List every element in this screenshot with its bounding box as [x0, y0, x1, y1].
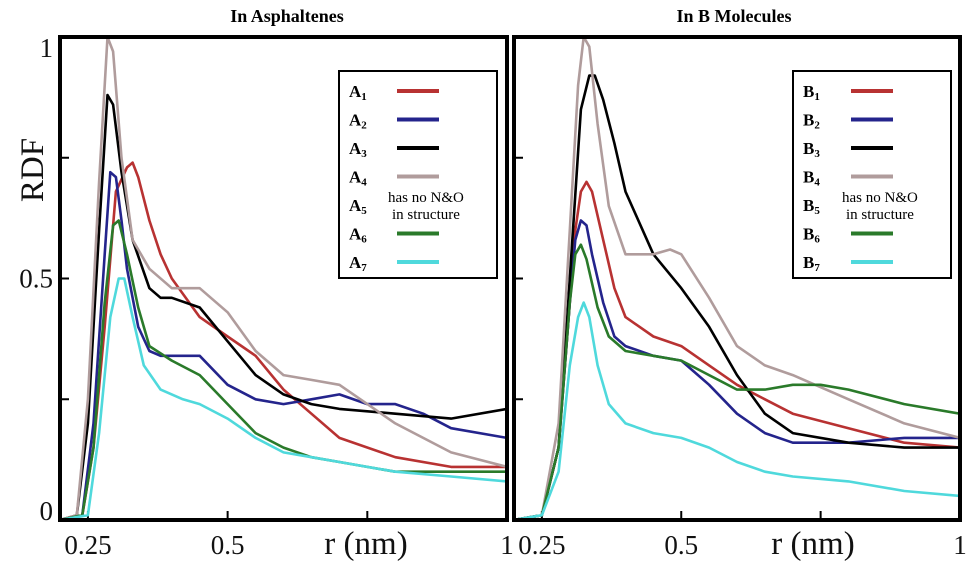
series-line-b4 — [514, 37, 960, 520]
legend-note-line-2: in structure — [846, 207, 914, 223]
y-tick-label: 0.5 — [19, 264, 53, 294]
y-tick-label: 1 — [40, 33, 54, 63]
series-group — [514, 37, 960, 520]
series-line-b3 — [514, 74, 960, 520]
series-line-a2 — [60, 170, 507, 520]
series-line-b7 — [514, 301, 960, 520]
tick-group — [60, 156, 369, 520]
series-line-a7 — [60, 277, 507, 520]
legend-note-line-1: has no N&O — [388, 190, 464, 206]
x-axis-label: r (nm) — [324, 526, 407, 562]
series-group — [60, 37, 507, 520]
x-tick-label: 0.25 — [518, 530, 565, 560]
panel-title: In B Molecules — [677, 6, 792, 26]
x-tick-label: 0.5 — [664, 530, 698, 560]
plot-frame — [512, 35, 962, 522]
tick-label-group: 0.25 0.5 1 0 0.5 1 — [19, 33, 514, 560]
tick-label-group: 0.25 0.5 1 — [518, 530, 966, 560]
series-line-a4 — [60, 37, 507, 520]
x-tick-label: 0.25 — [64, 530, 111, 560]
legend-note-line-2: in structure — [392, 207, 460, 223]
panel-b-molecules: In B Molecules r (nm) 0.25 0.5 1 B1B2B3B4B… — [512, 6, 966, 562]
x-tick-label: 0.5 — [211, 530, 245, 560]
series-line-b6 — [514, 243, 960, 520]
y-axis-label: RDF — [15, 138, 51, 202]
y-tick-label: 0 — [40, 496, 54, 526]
x-tick-label: 1 — [953, 530, 966, 560]
panel-title: In Asphaltenes — [230, 6, 344, 26]
x-tick-label: 1 — [500, 530, 514, 560]
panel-asphaltenes: In Asphaltenes RDF r (nm) 0.25 0.5 100.51 … — [15, 6, 514, 562]
series-line-a3 — [60, 93, 507, 520]
series-line-a1 — [60, 161, 507, 520]
plot-frame — [58, 35, 509, 522]
x-axis-label: r (nm) — [771, 526, 854, 562]
legend-note-line-1: has no N&O — [842, 190, 918, 206]
